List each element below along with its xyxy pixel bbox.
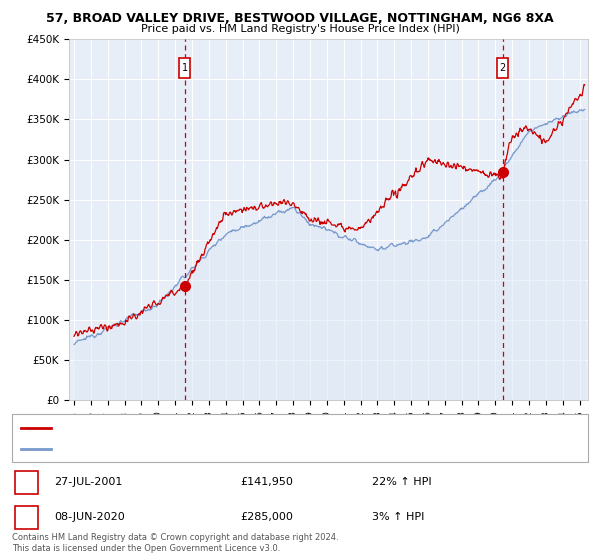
Text: £285,000: £285,000 — [240, 512, 293, 522]
Text: 27-JUL-2001: 27-JUL-2001 — [54, 477, 122, 487]
FancyBboxPatch shape — [179, 58, 190, 78]
Text: Price paid vs. HM Land Registry's House Price Index (HPI): Price paid vs. HM Land Registry's House … — [140, 24, 460, 34]
Text: Contains HM Land Registry data © Crown copyright and database right 2024.
This d: Contains HM Land Registry data © Crown c… — [12, 533, 338, 553]
Text: 57, BROAD VALLEY DRIVE, BESTWOOD VILLAGE, NOTTINGHAM, NG6 8XA: 57, BROAD VALLEY DRIVE, BESTWOOD VILLAGE… — [46, 12, 554, 25]
Text: HPI: Average price, detached house, Gedling: HPI: Average price, detached house, Gedl… — [57, 444, 275, 454]
Text: 2: 2 — [23, 512, 30, 522]
Text: 57, BROAD VALLEY DRIVE, BESTWOOD VILLAGE, NOTTINGHAM, NG6 8XA (detached hou: 57, BROAD VALLEY DRIVE, BESTWOOD VILLAGE… — [57, 423, 488, 433]
Text: 1: 1 — [23, 477, 30, 487]
Text: £141,950: £141,950 — [240, 477, 293, 487]
Text: 22% ↑ HPI: 22% ↑ HPI — [372, 477, 431, 487]
Text: 1: 1 — [182, 63, 188, 73]
Text: 3% ↑ HPI: 3% ↑ HPI — [372, 512, 424, 522]
Text: 2: 2 — [500, 63, 506, 73]
Text: 08-JUN-2020: 08-JUN-2020 — [54, 512, 125, 522]
FancyBboxPatch shape — [497, 58, 508, 78]
